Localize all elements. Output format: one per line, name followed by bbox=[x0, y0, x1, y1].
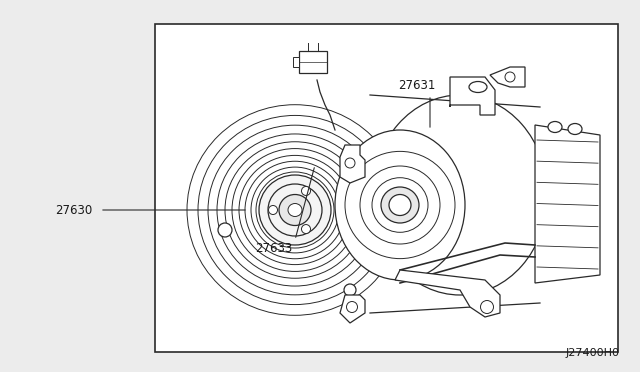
Ellipse shape bbox=[346, 301, 358, 312]
Bar bbox=[293, 57, 299, 67]
Polygon shape bbox=[450, 77, 495, 115]
Polygon shape bbox=[490, 67, 525, 87]
Ellipse shape bbox=[481, 301, 493, 314]
Text: 27631: 27631 bbox=[398, 78, 435, 92]
Text: J27400H0: J27400H0 bbox=[566, 348, 620, 358]
Polygon shape bbox=[395, 270, 500, 317]
Ellipse shape bbox=[269, 205, 278, 215]
Polygon shape bbox=[340, 145, 365, 183]
Ellipse shape bbox=[279, 195, 311, 225]
Ellipse shape bbox=[301, 186, 310, 195]
Ellipse shape bbox=[381, 187, 419, 223]
Ellipse shape bbox=[344, 284, 356, 296]
Ellipse shape bbox=[335, 130, 465, 280]
Ellipse shape bbox=[548, 122, 562, 132]
Polygon shape bbox=[535, 125, 600, 283]
Ellipse shape bbox=[288, 203, 302, 217]
Ellipse shape bbox=[301, 225, 310, 234]
Ellipse shape bbox=[218, 223, 232, 237]
Ellipse shape bbox=[372, 95, 547, 295]
Polygon shape bbox=[340, 295, 365, 323]
Ellipse shape bbox=[345, 158, 355, 168]
Bar bbox=[299, 51, 327, 73]
Bar bbox=[155, 24, 618, 352]
Ellipse shape bbox=[259, 175, 331, 245]
Ellipse shape bbox=[469, 81, 487, 93]
Ellipse shape bbox=[389, 195, 411, 215]
Ellipse shape bbox=[568, 124, 582, 135]
Text: 27633: 27633 bbox=[255, 241, 292, 254]
Ellipse shape bbox=[505, 72, 515, 82]
Text: 27630: 27630 bbox=[55, 203, 92, 217]
